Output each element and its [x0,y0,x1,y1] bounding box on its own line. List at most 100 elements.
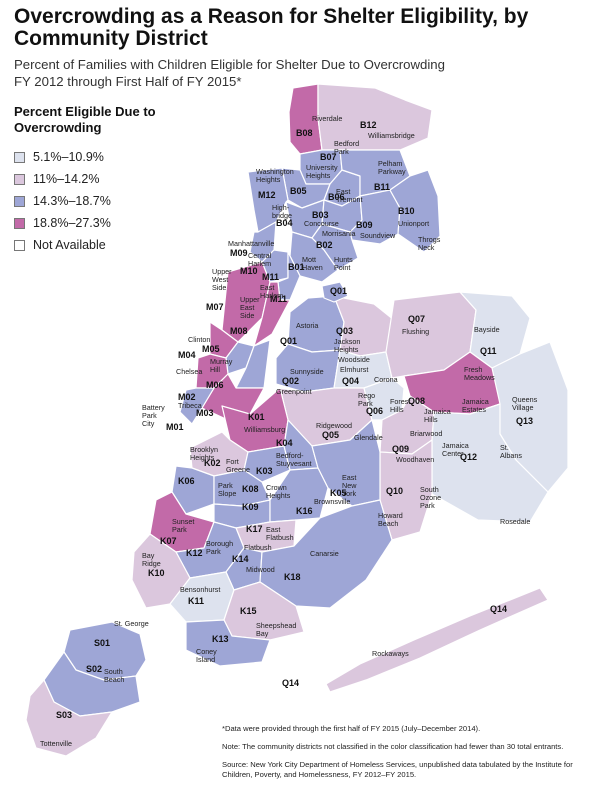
place-line: Queens [512,395,538,404]
district-code-m07: M07 [206,302,224,312]
place-throgs-neck: Throgs Neck [418,235,441,252]
source-note: Source: New York City Department of Home… [222,760,573,779]
subtitle-line-2: FY 2012 through First Half of FY 2015* [14,74,242,89]
place-line: York [342,489,357,498]
place-line: Bay [256,629,269,638]
district-code-q14: Q14 [490,604,507,614]
district-code-q03: Q03 [336,326,353,336]
district-code-k18: K18 [284,572,301,582]
place-line: Crown [266,483,287,492]
place-line: Estates [462,405,486,414]
place-queens-village: Queens Village [512,395,538,412]
place-line: Bensonhurst [180,585,220,594]
place-howard-beach: Howard Beach [378,511,403,528]
place-rockaways: Rockaways [372,649,409,658]
district-code-q13: Q13 [516,416,533,426]
place-line: Park [142,411,157,420]
place-line: Rego [358,391,375,400]
place-line: Jackson [334,337,360,346]
place-line: Woodside [338,355,370,364]
place-line: Manhattanville [228,239,274,248]
place-fresh-meadows: Fresh Meadows [464,365,495,382]
place-line: East [240,303,254,312]
place-midwood: Midwood [246,565,275,574]
place-line: West [212,275,228,284]
district-code-q07: Q07 [408,314,425,324]
district-code-q01: Q01 [330,286,347,296]
district-code-k10: K10 [148,568,165,578]
district-code-b05: B05 [290,186,307,196]
district-code-b07: B07 [320,152,337,162]
place-line: Upper [240,295,260,304]
place-line: Island [196,655,215,664]
district-code-m09: M09 [230,248,248,258]
district-q01-island [321,281,349,303]
place-central-harlem: Central Harlem [248,251,272,268]
place-bensonhurst: Bensonhurst [180,585,220,594]
place-line: High- [272,203,290,212]
footnote: *Data were provided through the first ha… [222,724,481,733]
place-woodside: Woodside [338,355,370,364]
place-line: Brooklyn [190,445,218,454]
place-corona: Corona [374,375,398,384]
place-line: Forest [390,397,410,406]
place-line: Unionport [398,219,429,228]
place-line: Throgs [418,235,441,244]
district-m12 [247,167,289,233]
legend-title-line-2: Overcrowding [14,120,102,135]
place-line: Coney [196,647,217,656]
district-b10 [389,169,441,253]
place-line: Heights [190,453,215,462]
place-line: University [306,163,338,172]
district-code-b03: B03 [312,210,329,220]
district-code-q12: Q12 [460,452,477,462]
place-line: Morrisania [322,229,356,238]
district-code-s01: S01 [94,638,110,648]
map-subtitle: Percent of Families with Children Eligib… [14,56,584,90]
district-k03 [243,445,291,483]
place-rosedale: Rosedale [500,517,530,526]
legend-item-c4: 18.8%–27.3% [14,212,194,234]
place-line: Hills [390,405,404,414]
place-fort-greene: Fort Greene [226,457,250,474]
place-line: Jamaica [442,441,469,450]
place-line: Greene [226,465,250,474]
district-q12 [431,403,549,523]
place-briarwood: Briarwood [410,429,442,438]
place-east-harlem: East Harlem [260,283,283,300]
place-line: Center [442,449,464,458]
classification-note: Note: The community districts not classi… [222,742,564,751]
place-unionport: Unionport [398,219,429,228]
place-tribeca: Tribeca [178,401,202,410]
district-code-m08: M08 [230,326,248,336]
place-line: City [142,419,155,428]
district-code-m11: M11 [270,294,287,304]
place-line: Corona [374,375,398,384]
place-jackson-heights: Jackson Heights [334,337,360,354]
district-code-m11: M11 [262,272,279,282]
district-code-k11: K11 [188,596,204,606]
place-line: Fort [226,457,239,466]
map-title: Overcrowding as a Reason for Shelter Eli… [14,6,584,50]
place-mott-haven: Mott Haven [302,255,323,272]
place-line: Ozone [420,493,441,502]
place-line: Canarsie [310,549,339,558]
place-line: Sunnyside [290,367,324,376]
place-park-slope: Park Slope [218,481,236,498]
place-line: Harlem [260,291,283,300]
district-code-q01: Q01 [280,336,297,346]
place-sunset-park: Sunset Park [172,517,194,534]
district-code-b09: B09 [356,220,373,230]
legend-title-line-1: Percent Eligible Due to [14,104,156,119]
place-line: Borough [206,539,233,548]
place-st-albans: St. Albans [500,443,522,460]
district-code-k06: K06 [178,476,195,486]
district-code-q04: Q04 [342,376,359,386]
place-line: Howard [378,511,403,520]
place-line: Flatbush [266,533,294,542]
district-code-k08: K08 [242,484,259,494]
place-elmhurst: Elmhurst [340,365,368,374]
district-code-m10: M10 [240,266,258,276]
place-line: Park [358,399,373,408]
